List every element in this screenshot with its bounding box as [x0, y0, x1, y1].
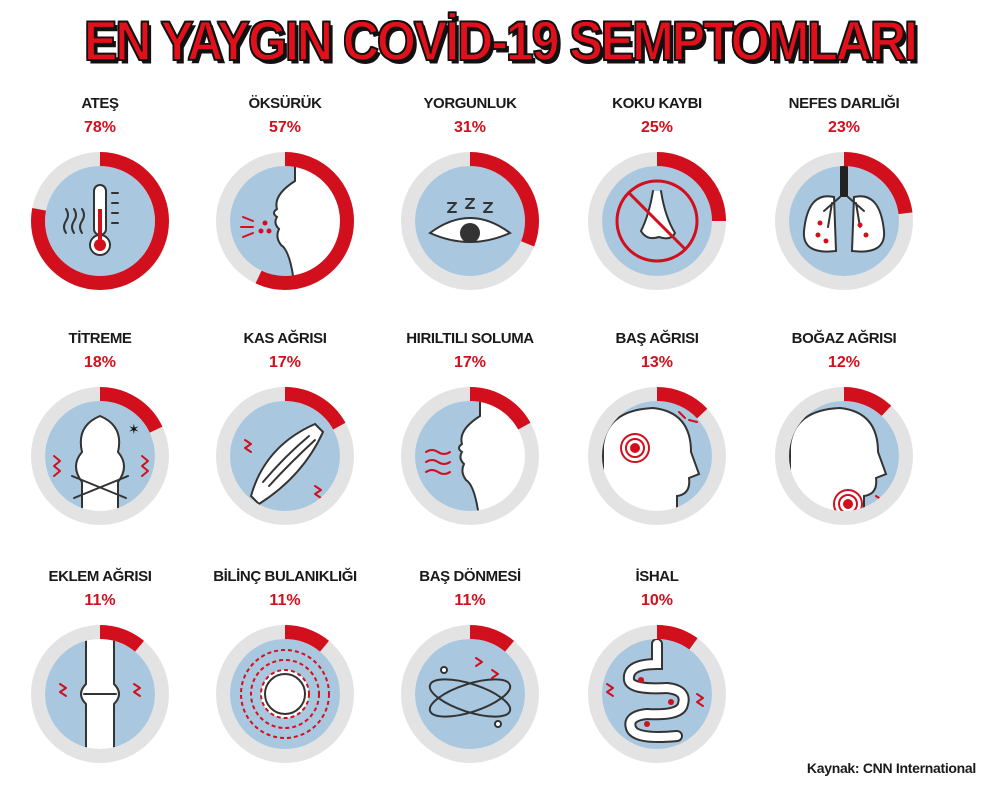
- symptom-name: KOKU KAYBI: [612, 95, 702, 112]
- symptom-name: KAS AĞRISI: [243, 330, 327, 347]
- crossed-nose-icon: [615, 179, 699, 263]
- symptom-percentage: 11%: [269, 592, 301, 609]
- source-label: Kaynak: CNN International: [806, 760, 976, 776]
- value-arc: [216, 387, 354, 525]
- value-arc: [401, 625, 539, 763]
- symptom-donut: [588, 387, 726, 525]
- knee-joint-icon: [59, 639, 141, 749]
- svg-text:✶: ✶: [128, 422, 140, 438]
- symptom-percentage: 25%: [640, 119, 674, 136]
- symptom-donut: ✶: [31, 387, 169, 525]
- headache-icon: [602, 406, 701, 511]
- symptom-donut: [216, 625, 354, 763]
- symptom-percentage: 17%: [268, 354, 302, 371]
- symptom-name: İSHAL: [635, 568, 679, 585]
- symptom-card: EKLEM AĞRISI 11%: [20, 568, 180, 778]
- symptom-card: ÖKSÜRÜK 57%: [205, 95, 365, 305]
- symptom-percentage: 78%: [83, 119, 117, 136]
- value-arc: [31, 625, 169, 763]
- symptom-donut: [31, 152, 169, 290]
- symptom-name: BİLİNÇ BULANIKLIĞI: [213, 568, 357, 585]
- symptom-card: BAŞ AĞRISI 13%: [577, 330, 737, 540]
- sleepy-eye-icon: [428, 198, 512, 243]
- symptom-donut: [401, 625, 539, 763]
- page-title: EN YAYGIN COVİD-19 SEMPTOMLARI: [83, 9, 918, 73]
- symptom-donut: [216, 152, 354, 290]
- symptom-name: BOĞAZ AĞRISI: [791, 330, 897, 347]
- symptom-name: YORGUNLUK: [423, 95, 517, 112]
- symptom-donut: [401, 387, 539, 525]
- symptom-card: ATEŞ 78%: [20, 95, 180, 305]
- value-arc: [775, 387, 913, 525]
- symptom-percentage: 10%: [640, 592, 674, 609]
- symptom-percentage: 23%: [827, 119, 861, 136]
- symptom-donut: [31, 625, 169, 763]
- symptom-card: KOKU KAYBI 25%: [577, 95, 737, 305]
- symptom-percentage: 18%: [83, 354, 117, 371]
- symptom-card: KAS AĞRISI 17%: [205, 330, 365, 540]
- value-arc: [588, 625, 726, 763]
- symptom-donut: [588, 625, 726, 763]
- symptom-percentage: 57%: [268, 119, 302, 136]
- symptom-name: BAŞ AĞRISI: [615, 330, 699, 347]
- symptom-name: EKLEM AĞRISI: [48, 568, 152, 585]
- thermometer-icon: [63, 184, 119, 256]
- symptom-card: İSHAL 10%: [577, 568, 737, 778]
- symptom-card: BAŞ DÖNMESİ 11%: [390, 568, 550, 778]
- value-arc: [216, 152, 354, 290]
- muscle-icon: [244, 422, 325, 506]
- symptom-card: BOĞAZ AĞRISI 12%: [764, 330, 924, 540]
- value-arc: [401, 387, 539, 525]
- symptom-name: TİTREME: [68, 330, 132, 347]
- symptom-name: ATEŞ: [81, 95, 119, 112]
- value-arc: [31, 152, 169, 290]
- intestine-icon: [606, 639, 704, 743]
- symptom-card: YORGUNLUK 31%: [390, 95, 550, 305]
- symptom-name: ÖKSÜRÜK: [248, 95, 322, 112]
- symptom-percentage: 11%: [454, 592, 486, 609]
- value-arc: [31, 387, 169, 525]
- symptom-percentage: 31%: [453, 119, 487, 136]
- symptom-name: HIRILTILI SOLUMA: [406, 330, 534, 347]
- symptom-card: BİLİNÇ BULANIKLIĞI 11%: [205, 568, 365, 778]
- symptom-card: HIRILTILI SOLUMA 17%: [390, 330, 550, 540]
- symptom-percentage: 17%: [453, 354, 487, 371]
- symptom-percentage: 11%: [84, 592, 116, 609]
- symptom-card: NEFES DARLIĞI 23%: [764, 95, 924, 305]
- value-arc: [588, 152, 726, 290]
- symptom-card: TİTREME 18% ✶: [20, 330, 180, 540]
- symptom-donut: [775, 387, 913, 525]
- symptom-donut: [775, 152, 913, 290]
- lungs-icon: [802, 166, 886, 253]
- symptom-donut: [588, 152, 726, 290]
- icon-disc: [415, 639, 525, 749]
- value-arc: [775, 152, 913, 290]
- shivering-person-icon: ✶: [53, 414, 149, 511]
- confusion-swirl-icon: [240, 649, 330, 739]
- dizziness-orbit-icon: [428, 657, 512, 728]
- symptom-percentage: 12%: [827, 354, 861, 371]
- symptom-name: NEFES DARLIĞI: [788, 95, 900, 112]
- value-arc: [216, 625, 354, 763]
- symptom-donut: [216, 387, 354, 525]
- symptom-name: BAŞ DÖNMESİ: [419, 568, 521, 585]
- value-arc: [401, 152, 539, 290]
- symptom-percentage: 13%: [640, 354, 674, 371]
- value-arc: [588, 387, 726, 525]
- symptom-donut: [401, 152, 539, 290]
